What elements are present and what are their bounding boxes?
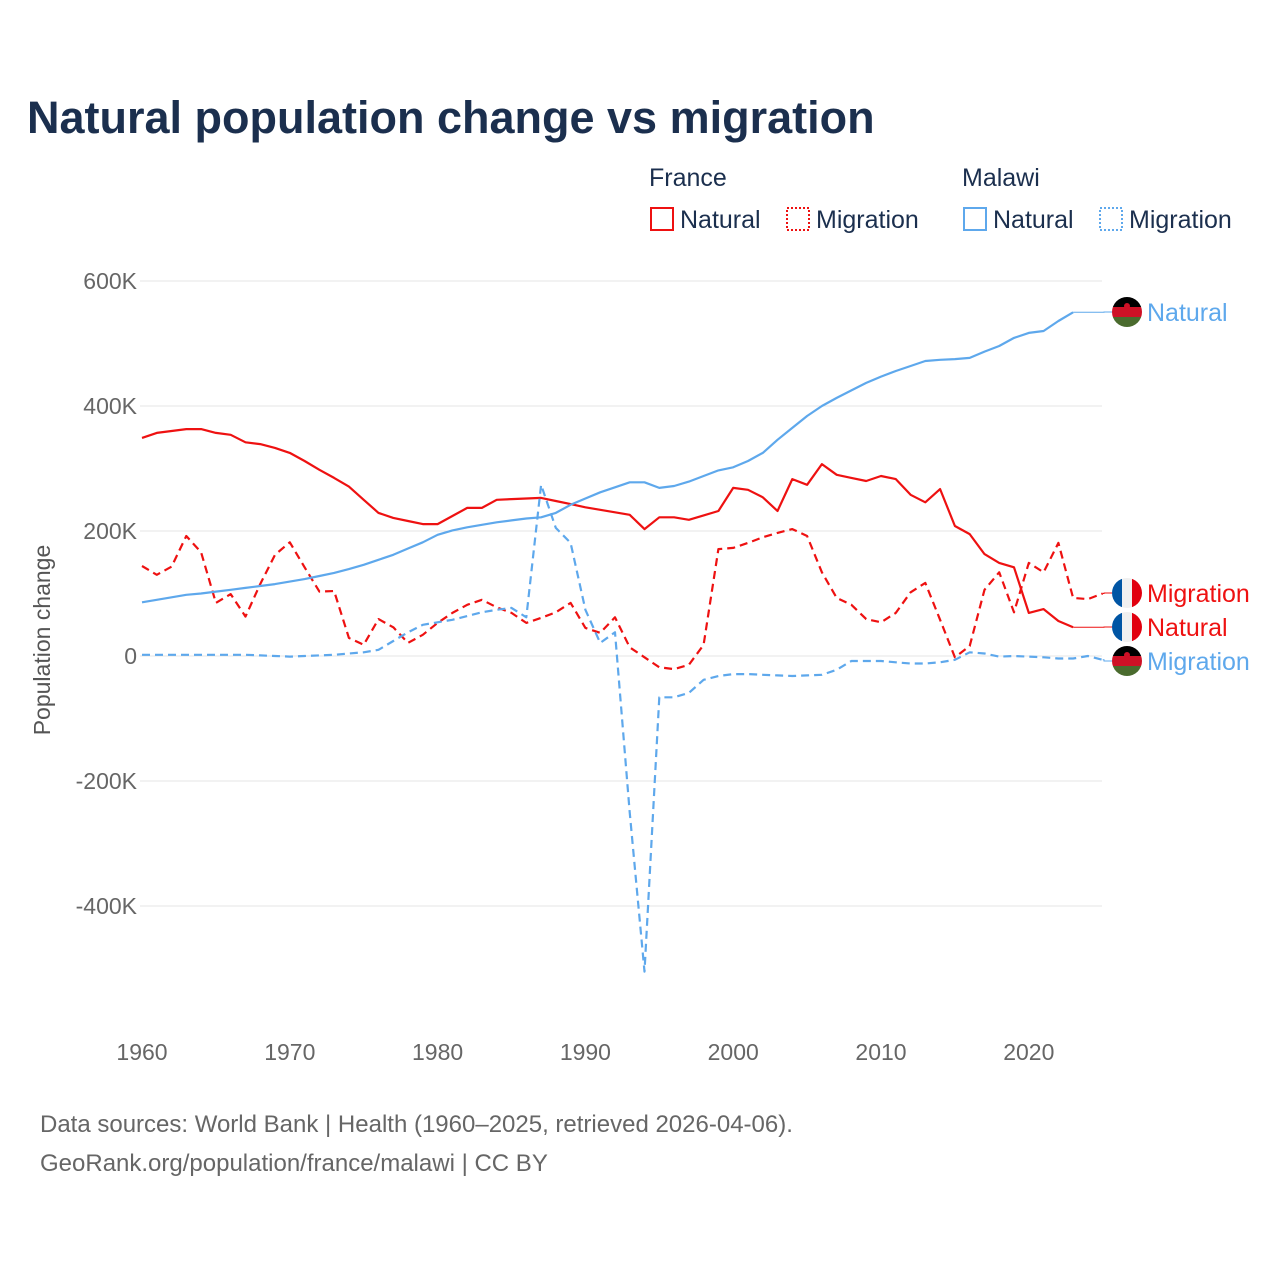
x-tick-label: 1980: [412, 1039, 463, 1065]
legend-group-malawi: Malawi: [962, 164, 1040, 192]
series-line-france-migration[interactable]: [141, 528, 1104, 671]
malawi-flag-icon: [1112, 297, 1142, 327]
legend: France Natural Migration Malawi Natural …: [649, 164, 1232, 234]
legend-group-france: France: [649, 164, 727, 192]
y-tick-label: 600K: [83, 268, 137, 294]
x-tick-label: 2000: [708, 1039, 759, 1065]
x-tick-label: 2010: [855, 1039, 906, 1065]
malawi-flag-icon: [1112, 646, 1142, 676]
france-flag-icon: [1112, 612, 1142, 642]
x-axis-ticks: 1960 1970 1980 1990 2000 2010 2020: [116, 1039, 1054, 1065]
end-label-malawi-natural: Natural: [1147, 299, 1228, 327]
label-connector: [1102, 592, 1112, 594]
legend-label-france-natural[interactable]: Natural: [680, 206, 761, 234]
y-tick-label: 400K: [83, 393, 137, 419]
y-axis-ticks: 600K 400K 200K 0 -200K -400K: [76, 268, 138, 919]
x-tick-label: 1970: [264, 1039, 315, 1065]
footer-attribution[interactable]: GeoRank.org/population/france/malawi | C…: [40, 1150, 548, 1177]
france-flag-icon: [1112, 578, 1142, 608]
legend-swatch-france-natural: [650, 207, 674, 231]
series-line-france-natural[interactable]: [141, 428, 1074, 629]
footer-sources: Data sources: World Bank | Health (1960–…: [40, 1111, 793, 1138]
label-connector: [1102, 659, 1112, 662]
legend-label-malawi-migration[interactable]: Migration: [1129, 206, 1232, 234]
end-label-france-natural: Natural: [1147, 614, 1228, 642]
y-tick-label: 200K: [83, 518, 137, 544]
x-tick-label: 1990: [560, 1039, 611, 1065]
series-lines: [141, 311, 1104, 973]
y-axis-title: Population change: [29, 545, 55, 736]
y-tick-label: 0: [124, 643, 137, 669]
legend-label-malawi-natural[interactable]: Natural: [993, 206, 1074, 234]
series-line-malawi-migration[interactable]: [142, 483, 1103, 973]
y-tick-label: -400K: [76, 893, 138, 919]
x-tick-label: 2020: [1003, 1039, 1054, 1065]
end-label-malawi-migration: Migration: [1147, 648, 1250, 676]
legend-swatch-france-migration: [786, 207, 810, 231]
end-labels: Natural Migration Natural Migration: [1073, 297, 1250, 676]
y-tick-label: -200K: [76, 768, 138, 794]
gridlines: [140, 280, 1102, 907]
legend-label-france-migration[interactable]: Migration: [816, 206, 919, 234]
chart-title: Natural population change vs migration: [27, 92, 875, 143]
x-tick-label: 1960: [116, 1039, 167, 1065]
legend-swatch-malawi-natural: [963, 207, 987, 231]
series-line-malawi-natural[interactable]: [141, 311, 1074, 604]
legend-swatch-malawi-migration: [1099, 207, 1123, 231]
end-label-france-migration: Migration: [1147, 580, 1250, 608]
